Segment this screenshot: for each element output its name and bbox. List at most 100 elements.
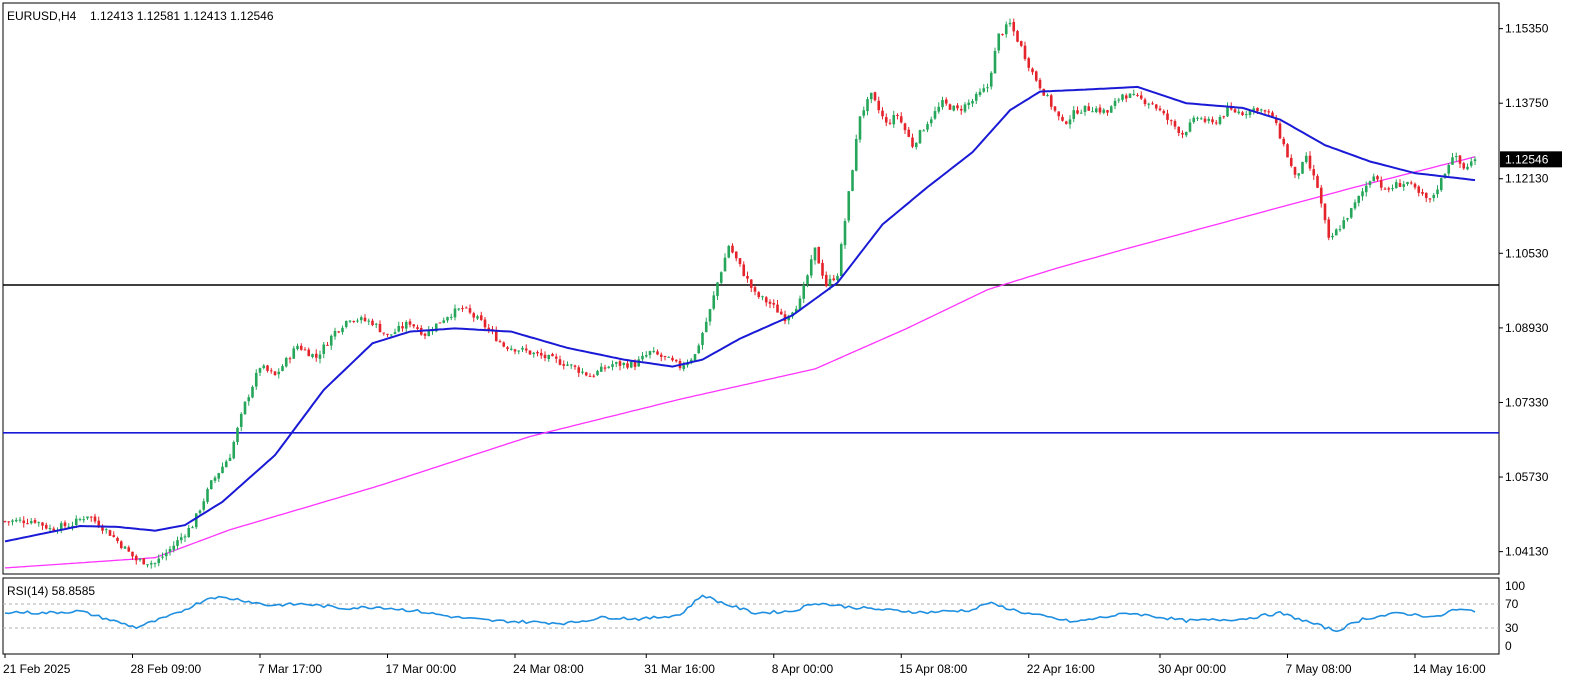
- candle-body: [52, 528, 56, 531]
- candle-body: [723, 257, 727, 272]
- candle-body: [344, 320, 348, 327]
- candle-body: [708, 309, 712, 322]
- candle-body: [622, 362, 626, 365]
- candle-body: [637, 359, 641, 367]
- candle-body: [157, 558, 161, 564]
- rsi-axis-label: 70: [1505, 597, 1519, 611]
- price-tick-label: 1.08930: [1505, 321, 1549, 335]
- candle-body: [1267, 111, 1271, 113]
- candle-body: [288, 358, 292, 360]
- candle-body: [1301, 161, 1304, 174]
- candle-body: [48, 528, 52, 530]
- candle-body: [296, 345, 299, 350]
- candle-body: [1357, 195, 1361, 203]
- candle-body: [1282, 138, 1286, 145]
- candle-body: [742, 264, 746, 276]
- time-tick-label: 22 Apr 16:00: [1027, 662, 1095, 676]
- candle-body: [3, 521, 7, 523]
- candle-body: [854, 138, 858, 171]
- candle-body: [764, 297, 768, 303]
- candle-body: [768, 301, 772, 304]
- candle-body: [393, 332, 397, 334]
- candle-body: [521, 347, 524, 350]
- time-tick-label: 7 May 08:00: [1286, 662, 1352, 676]
- candle-body: [119, 541, 123, 548]
- candle-body: [1271, 112, 1274, 118]
- candle-body: [858, 116, 862, 140]
- candle-body: [1334, 229, 1338, 236]
- rsi-panel-frame: [2, 577, 1500, 655]
- candle-body: [517, 350, 521, 352]
- candle-body: [993, 50, 997, 74]
- candle-body: [1128, 93, 1132, 98]
- candle-body: [1331, 235, 1334, 238]
- candle-body: [1469, 161, 1473, 166]
- candle-body: [588, 375, 592, 377]
- candle-body: [779, 311, 783, 315]
- candle-body: [1409, 182, 1413, 184]
- candle-body: [232, 442, 236, 459]
- candle-body: [1432, 195, 1436, 199]
- candle-body: [262, 365, 266, 368]
- candle-body: [543, 354, 547, 358]
- candle-body: [1289, 157, 1293, 166]
- candle-body: [1447, 164, 1451, 174]
- candle-body: [892, 115, 896, 125]
- candle-body: [494, 330, 498, 342]
- candle-body: [1274, 118, 1278, 123]
- candle-body: [1353, 202, 1357, 209]
- candle-body: [1027, 58, 1031, 68]
- candle-body: [881, 110, 884, 117]
- ma-fast-line: [4, 85, 1476, 543]
- candle-body: [1398, 182, 1402, 187]
- candle-body: [1184, 132, 1188, 136]
- candle-body: [1342, 220, 1346, 229]
- candle-body: [41, 522, 44, 526]
- candle-body: [1376, 176, 1379, 180]
- candle-body: [581, 371, 584, 373]
- candle-body: [1368, 181, 1372, 186]
- candle-body: [952, 105, 956, 111]
- candle-body: [641, 355, 644, 360]
- candle-body: [172, 545, 176, 550]
- candle-body: [592, 375, 596, 377]
- candle-body: [1177, 126, 1181, 133]
- candle-body: [1248, 109, 1252, 116]
- candle-body: [337, 331, 341, 333]
- price-tick-label: 1.05730: [1505, 470, 1549, 484]
- candle-body: [37, 522, 41, 524]
- candle-body: [933, 111, 937, 119]
- candle-body: [63, 522, 67, 527]
- candle-body: [667, 356, 671, 358]
- candle-body: [813, 247, 817, 261]
- time-axis: 21 Feb 2025 28 Feb 09:00 7 Mar 17:00 17 Mar…: [3, 654, 1486, 676]
- candle-body: [851, 170, 854, 191]
- main-price-panel[interactable]: EURUSD,H4 1.12413 1.12581 1.12413 1.1254…: [2, 2, 1500, 575]
- candle-body: [18, 519, 22, 521]
- candle-body: [359, 317, 363, 321]
- candle-body: [363, 317, 367, 321]
- candle-body: [1143, 99, 1147, 105]
- candle-body: [749, 279, 753, 288]
- time-tick-label: 31 Mar 16:00: [644, 662, 715, 676]
- candle-body: [131, 551, 134, 557]
- candle-body: [206, 489, 209, 502]
- candle-body: [194, 513, 198, 528]
- candle-body: [1413, 183, 1417, 188]
- candle-body: [633, 362, 637, 367]
- candle-body: [918, 130, 922, 144]
- candle-body: [569, 364, 573, 366]
- candle-body: [562, 364, 566, 366]
- candle-body: [1061, 116, 1064, 121]
- candle-body: [134, 555, 138, 561]
- candle-body: [14, 519, 18, 522]
- candle-body: [997, 33, 1001, 51]
- candle-body: [753, 287, 757, 292]
- candle-body: [1091, 111, 1094, 113]
- candle-body: [326, 344, 329, 346]
- candle-body: [1383, 188, 1387, 190]
- candle-body: [1076, 110, 1079, 114]
- candle-body: [423, 333, 427, 336]
- candle-body: [311, 354, 314, 358]
